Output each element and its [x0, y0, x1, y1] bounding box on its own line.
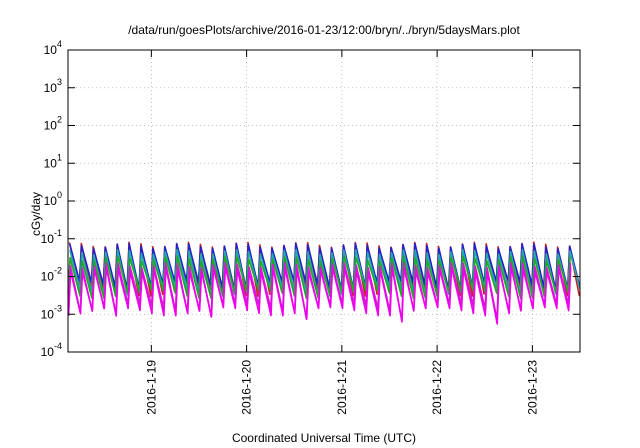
x-tick-label: 2016-1-19: [144, 360, 158, 415]
plot-frame: [67, 49, 581, 353]
x-tick-label: 2016-1-22: [430, 360, 444, 415]
y-axis-label: cGy/day: [29, 192, 43, 236]
y-tick-label: 101: [44, 152, 62, 170]
y-tick-label: 10-2: [41, 266, 62, 284]
x-axis-label: Coordinated Universal Time (UTC): [232, 431, 416, 445]
y-tick-label: 102: [44, 115, 62, 133]
x-tick-label: 2016-1-21: [335, 360, 349, 415]
chart-title: /data/run/goesPlots/archive/2016-01-23/1…: [128, 23, 520, 37]
x-tick-label: 2016-1-23: [525, 360, 539, 415]
series-line: [67, 266, 572, 325]
y-tick-label: 10-3: [41, 303, 62, 321]
series-line: [68, 242, 581, 291]
y-tick-label: 104: [44, 39, 62, 57]
x-tick-label: 2016-1-20: [240, 360, 254, 415]
grid: [68, 50, 580, 352]
y-tick-label: 10-1: [41, 228, 62, 246]
y-tick-label: 100: [44, 190, 62, 208]
ticks: 10-4 10-3 10-2 10-1 100 101 102 103 104 2016-1-19…: [41, 39, 580, 415]
y-tick-label: 10-4: [41, 341, 62, 359]
y-tick-label: 103: [44, 77, 62, 95]
series-group: [67, 241, 581, 325]
